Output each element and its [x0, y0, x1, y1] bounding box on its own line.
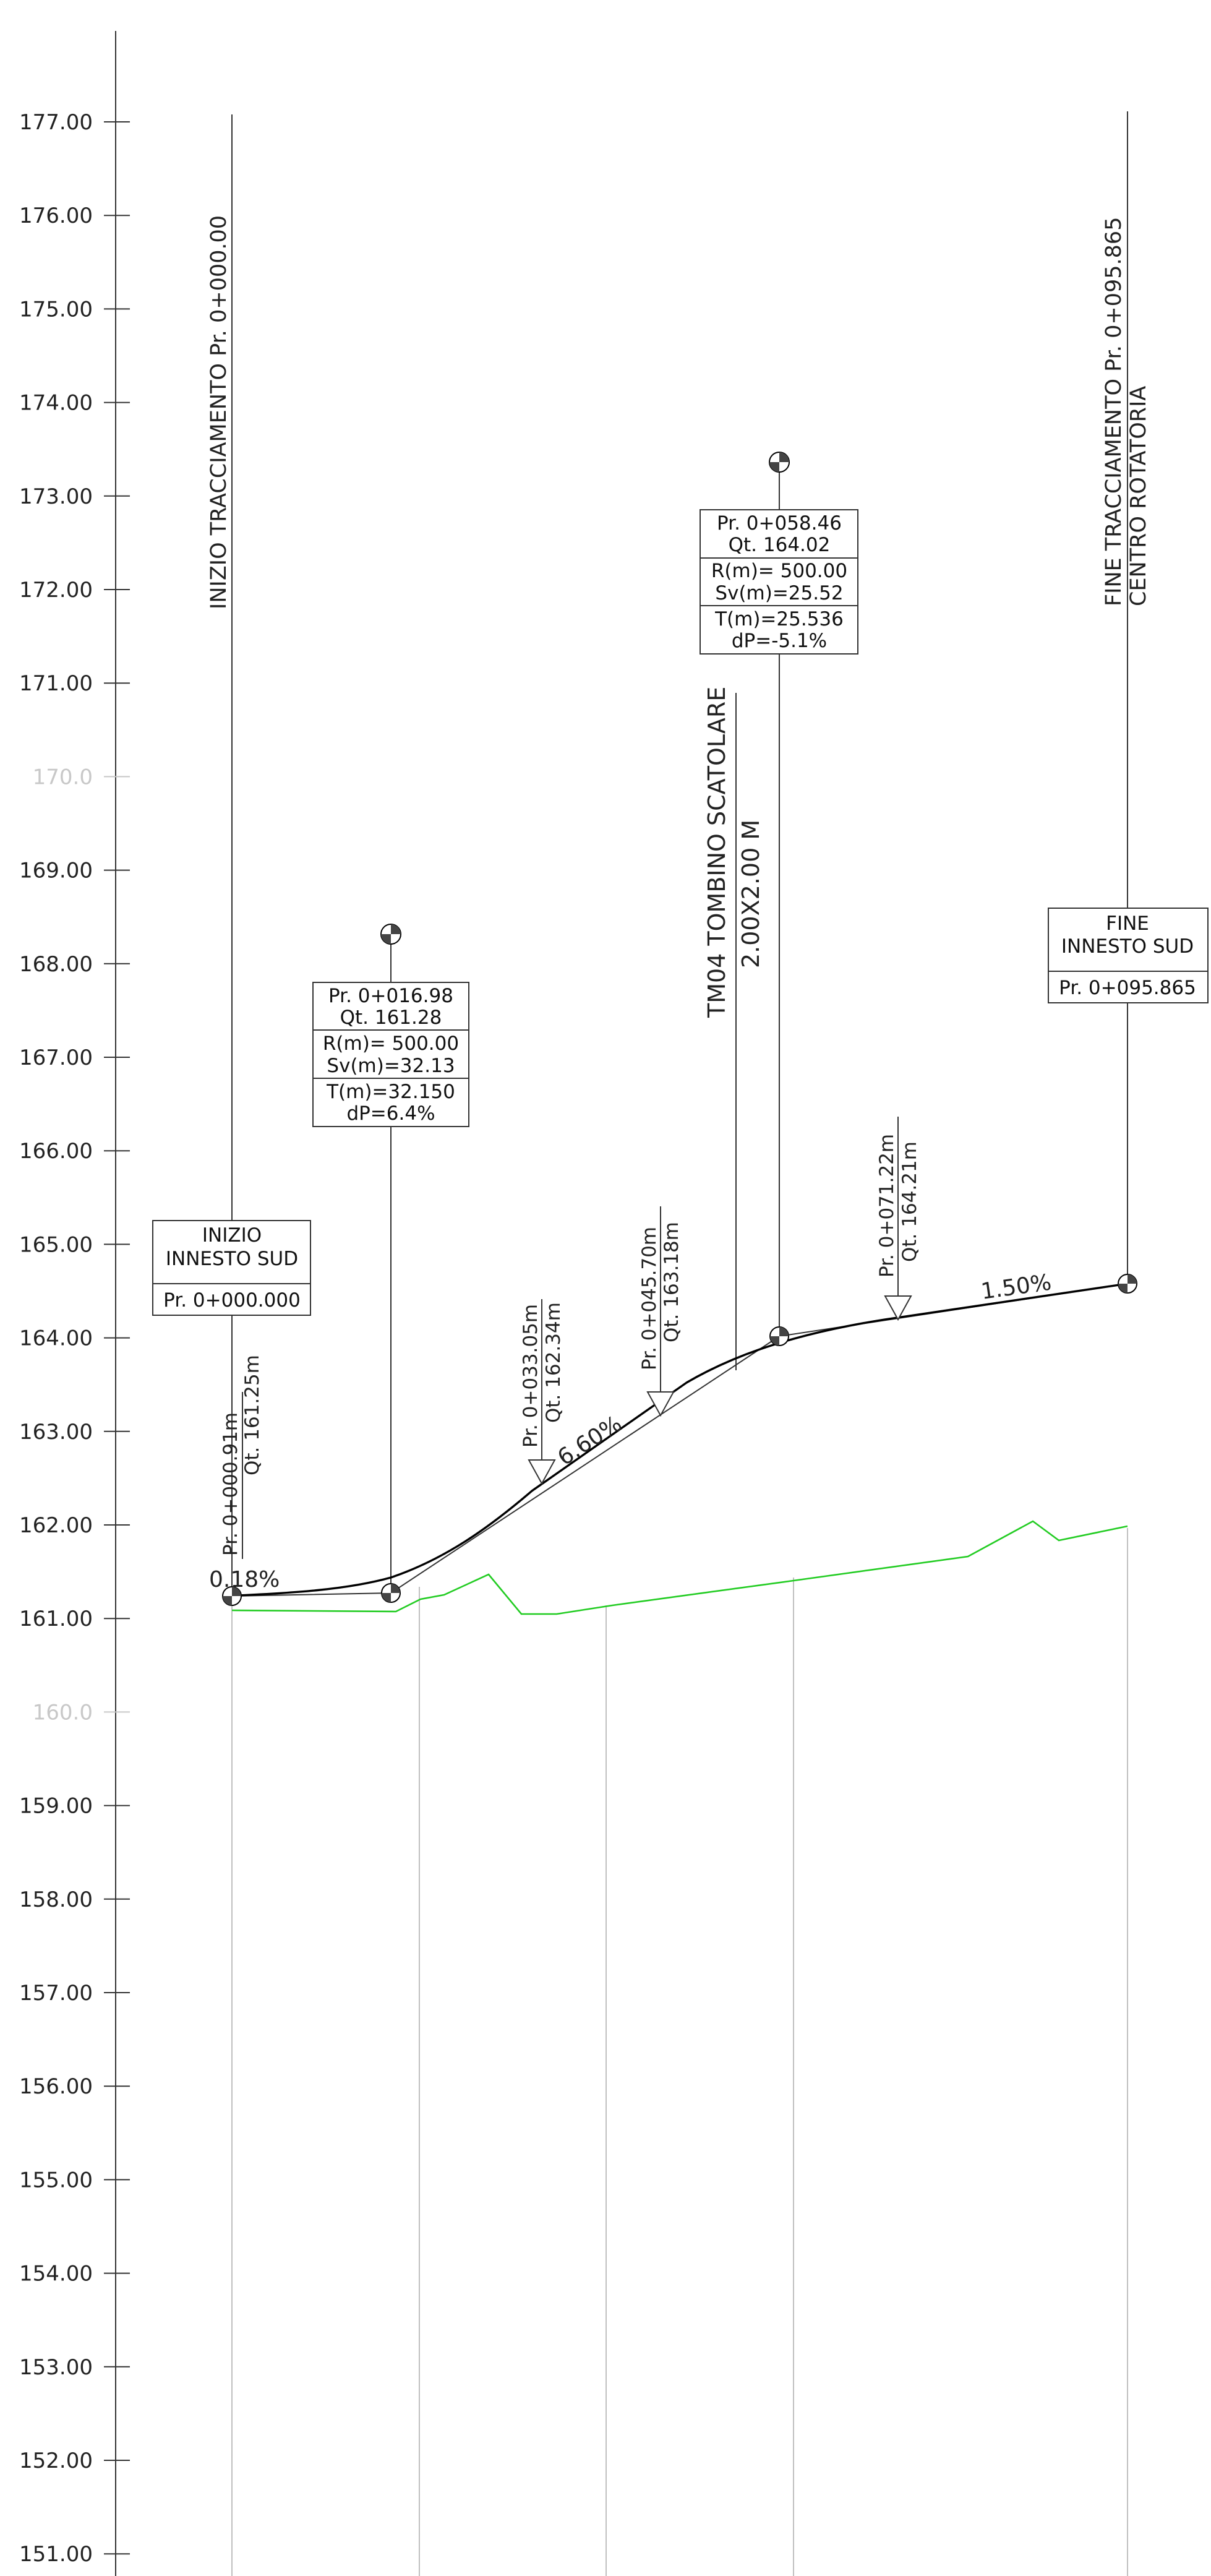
end-roundabout-label: CENTRO ROTATORIA [1126, 386, 1151, 606]
start-tracing-label: INIZIO TRACCIAMENTO Pr. 0+000.00 [207, 215, 231, 609]
elevation-tick-label: 164.00 [19, 1326, 93, 1351]
point1-elevation: Qt. 161.25m [241, 1355, 263, 1475]
point-annotation-2: Pr. 0+033.05m Qt. 162.34m [520, 1299, 565, 1485]
elevation-tick-label: 152.00 [19, 2449, 93, 2473]
vertex1-sagitta: Sv(m)=32.13 [327, 1055, 455, 1077]
station-grid-lines [231, 1528, 1128, 2576]
elevation-tick-label: 175.00 [19, 297, 93, 322]
vertex2-info-box: Pr. 0+058.46 Qt. 164.02 R(m)= 500.00 Sv(… [700, 509, 858, 655]
start-info-box: INIZIO INNESTO SUD Pr. 0+000.000 [152, 1220, 311, 1316]
elevation-tick-label: 170.0 [33, 765, 93, 789]
vertex2-marker [769, 1326, 789, 1346]
vertex1-elevation: Qt. 161.28 [340, 1007, 442, 1029]
slope-label-3: 1.50% [980, 1269, 1053, 1305]
point2-elevation: Qt. 162.34m [542, 1302, 565, 1423]
end-box-title: FINE [1106, 912, 1149, 935]
elevation-tick-group: 177.00 176.00 175.00 174.00 173.00 172.00 171.… [19, 110, 130, 2567]
elevation-tick-label: 177.00 [19, 110, 93, 135]
elevation-tick-label: 157.00 [19, 1981, 93, 2006]
start-box-station: Pr. 0+000.000 [163, 1289, 301, 1312]
elevation-tick-label: 176.00 [19, 204, 93, 228]
elevation-tick-label: 174.00 [19, 391, 93, 416]
elevation-tick-label: 158.00 [19, 1887, 93, 1912]
start-box-title: INIZIO [202, 1224, 262, 1247]
vertex1-tangent: T(m)=32.150 [326, 1081, 455, 1103]
slope-label-1: 0.18% [209, 1567, 280, 1592]
point2-station: Pr. 0+033.05m [520, 1304, 542, 1448]
vertex1-marker [381, 1583, 401, 1603]
end-box-subtitle: INNESTO SUD [1061, 935, 1194, 958]
vertex1-station: Pr. 0+016.98 [328, 985, 453, 1007]
vertex2-grade-change: dP=-5.1% [732, 630, 827, 652]
elevation-tick-label: 159.00 [19, 1794, 93, 1819]
elevation-tick-label: 167.00 [19, 1045, 93, 1070]
elevation-tick-label: 171.00 [19, 671, 93, 696]
vertex2-top-symbol [769, 452, 790, 473]
vertex1-grade-change: dP=6.4% [346, 1102, 435, 1125]
elevation-tick-label: 162.00 [19, 1513, 93, 1538]
elevation-tick-label: 165.00 [19, 1232, 93, 1257]
elevation-tick-label: 172.00 [19, 578, 93, 603]
end-vertex-marker [1118, 1274, 1137, 1294]
start-box-subtitle: INNESTO SUD [166, 1248, 298, 1270]
point4-station: Pr. 0+071.22m [876, 1134, 898, 1277]
point1-station: Pr. 0+000.91m [220, 1412, 242, 1556]
end-tracing-label: FINE TRACCIAMENTO Pr. 0+095.865 [1102, 217, 1126, 606]
point3-elevation: Qt. 163.18m [661, 1222, 683, 1342]
point-annotation-3: Pr. 0+045.70m Qt. 163.18m [638, 1206, 683, 1417]
elevation-tick-label: 169.00 [19, 859, 93, 883]
point4-elevation: Qt. 164.21m [899, 1141, 921, 1262]
end-info-box: FINE INNESTO SUD Pr. 0+095.865 [1048, 908, 1209, 1003]
culvert-size-label: 2.00X2.00 M [737, 820, 764, 968]
elevation-tick-label: 163.00 [19, 1420, 93, 1445]
vertex2-tangent: T(m)=25.536 [714, 608, 844, 630]
ground-line [231, 1520, 1128, 1615]
elevation-tick-label: 166.00 [19, 1139, 93, 1164]
end-box-station: Pr. 0+095.865 [1059, 977, 1196, 999]
culvert-label: TM04 TOMBINO SCATOLARE [703, 687, 730, 1018]
elevation-tick-label: 168.00 [19, 952, 93, 977]
elevation-tick-label: 151.00 [19, 2542, 93, 2567]
vertex1-info-box: Pr. 0+016.98 Qt. 161.28 R(m)= 500.00 Sv(… [312, 982, 469, 1127]
elevation-tick-label: 161.00 [19, 1607, 93, 1631]
point-annotation-1: Pr. 0+000.91m Qt. 161.25m [220, 1355, 263, 1559]
vertex2-elevation: Qt. 164.02 [729, 534, 831, 556]
vertex1-top-symbol [380, 924, 401, 945]
design-profile [231, 1282, 1128, 1597]
elevation-tick-label: 160.0 [33, 1700, 93, 1725]
vertex1-radius: R(m)= 500.00 [323, 1033, 459, 1055]
start-vertex-marker [222, 1586, 242, 1606]
elevation-tick-label: 156.00 [19, 2074, 93, 2099]
point3-station: Pr. 0+045.70m [638, 1227, 661, 1370]
point-annotation-4: Pr. 0+071.22m Qt. 164.21m [876, 1117, 921, 1321]
elevation-tick-label: 173.00 [19, 484, 93, 509]
marker-lines [231, 111, 1128, 1596]
elevation-tick-label: 154.00 [19, 2262, 93, 2286]
elevation-tick-label: 153.00 [19, 2355, 93, 2380]
vertex2-sagitta: Sv(m)=25.52 [715, 582, 843, 604]
elevation-tick-label: 155.00 [19, 2168, 93, 2192]
vertex2-radius: R(m)= 500.00 [711, 560, 847, 582]
vertex2-station: Pr. 0+058.46 [717, 512, 842, 535]
